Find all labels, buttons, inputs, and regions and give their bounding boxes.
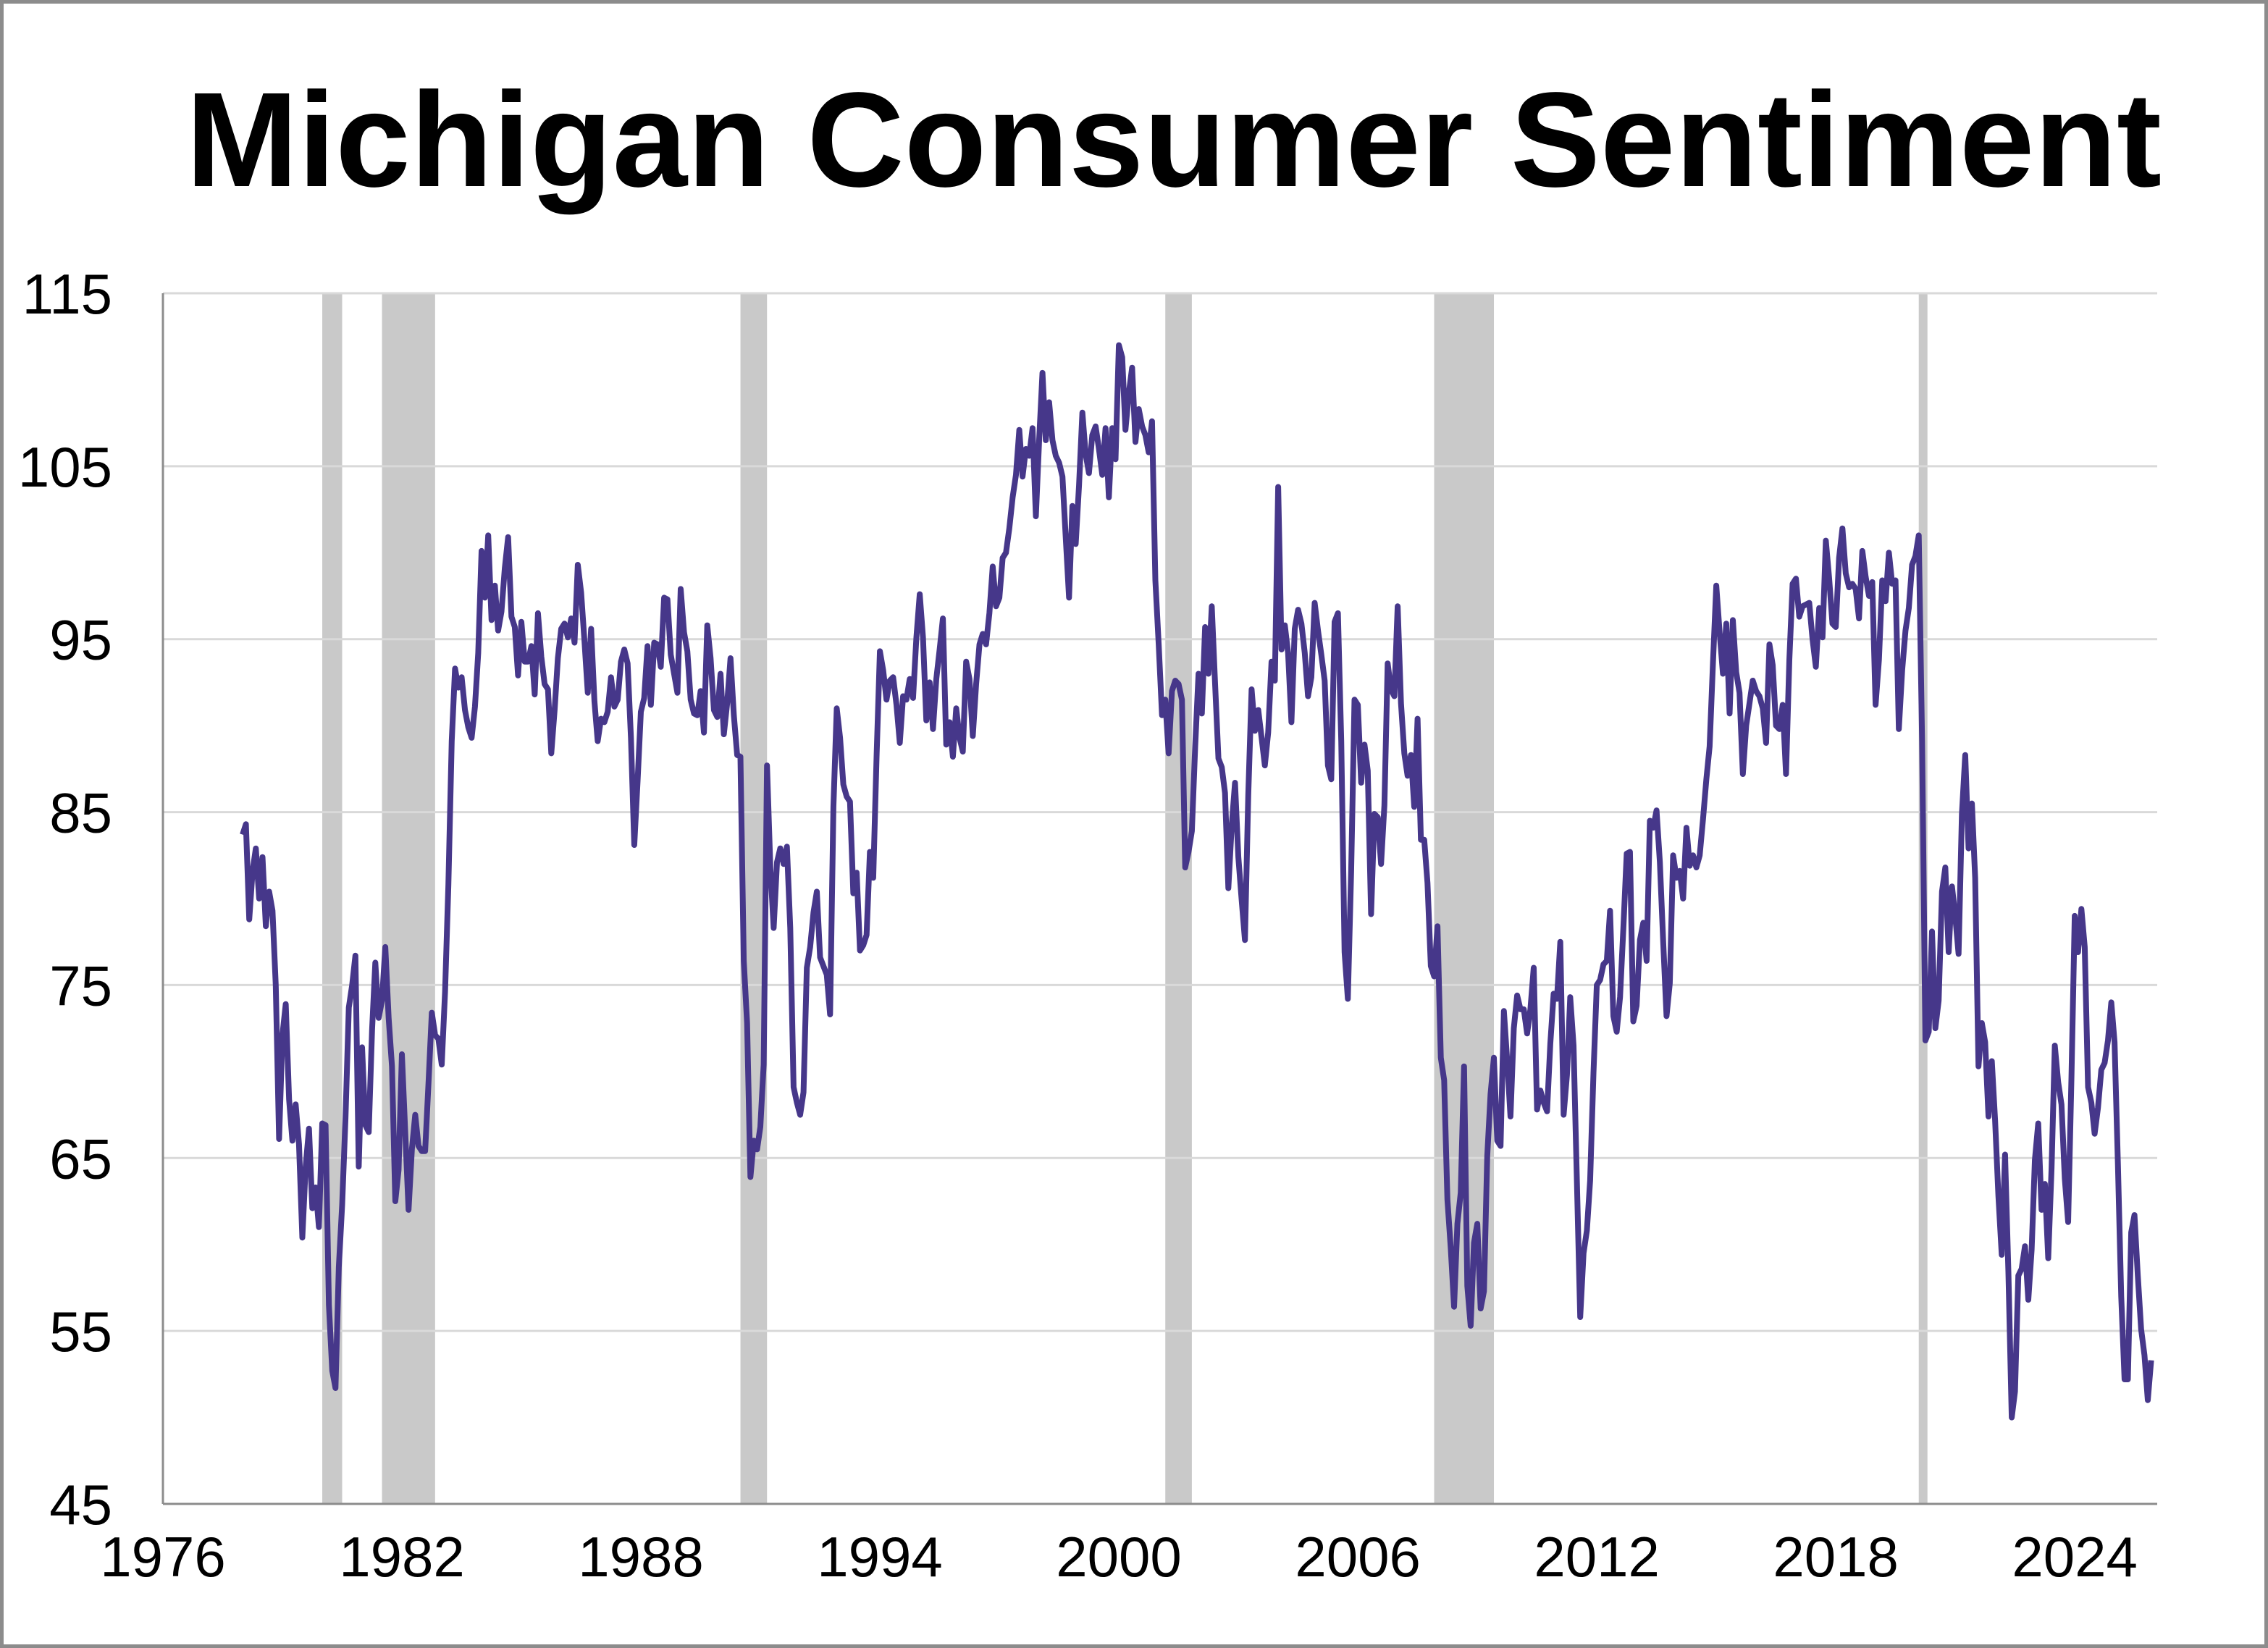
axes (161, 293, 2157, 1505)
x-tick-label: 2024 (2012, 1525, 2138, 1589)
y-tick-label: 115 (22, 262, 112, 326)
y-tick-label: 95 (49, 608, 112, 672)
series-layer (240, 342, 2154, 1421)
x-tick-label: 2018 (1773, 1525, 1899, 1589)
sentiment-line (240, 342, 2154, 1421)
x-tick-label: 1982 (339, 1525, 465, 1589)
y-tick-label: 55 (49, 1300, 112, 1363)
y-tick-label: 45 (49, 1473, 112, 1536)
y-tick-label: 65 (49, 1127, 112, 1190)
chart-title: Michigan Consumer Sentiment (186, 65, 2162, 215)
recession-band (1434, 293, 1495, 1504)
x-tick-label: 2000 (1056, 1525, 1182, 1589)
x-tick-label: 1994 (817, 1525, 943, 1589)
line-chart: Michigan Consumer Sentiment 115 105 95 85 75… (18, 65, 2162, 1589)
gridlines (163, 292, 2157, 1332)
x-tick-label: 2012 (1534, 1525, 1660, 1589)
y-tick-label: 105 (18, 435, 112, 499)
y-tick-label: 85 (49, 781, 112, 845)
x-tick-labels: 1976 1982 1988 1994 2000 2006 2012 2018 2024 (100, 1525, 2138, 1589)
y-tick-label: 75 (49, 954, 112, 1017)
y-tick-labels: 115 105 95 85 75 65 55 45 (18, 262, 112, 1536)
x-tick-label: 1976 (100, 1525, 226, 1589)
x-tick-label: 1988 (578, 1525, 704, 1589)
recession-bands (322, 293, 1928, 1504)
recession-band (1165, 293, 1192, 1504)
x-tick-label: 2006 (1295, 1525, 1421, 1589)
recession-band (382, 293, 435, 1504)
